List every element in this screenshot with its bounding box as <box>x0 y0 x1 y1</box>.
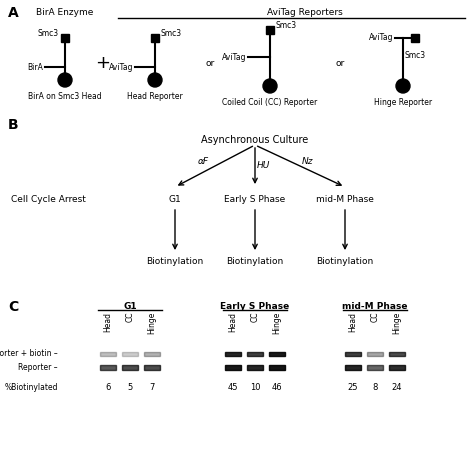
Text: BirA: BirA <box>27 63 43 72</box>
Text: Smc3: Smc3 <box>38 30 59 39</box>
Text: Head: Head <box>103 312 112 332</box>
Text: Early S Phase: Early S Phase <box>220 302 290 311</box>
Text: Reporter –: Reporter – <box>18 363 58 372</box>
Circle shape <box>263 79 277 93</box>
Text: G1: G1 <box>169 195 182 204</box>
Text: 25: 25 <box>348 383 358 392</box>
Text: C: C <box>8 300 18 314</box>
Text: mid-M Phase: mid-M Phase <box>342 302 408 311</box>
Text: Hinge Reporter: Hinge Reporter <box>374 98 432 107</box>
Bar <box>144 365 160 370</box>
Bar <box>122 352 138 356</box>
Text: CC: CC <box>250 312 259 323</box>
Circle shape <box>58 73 72 87</box>
Bar <box>367 365 383 370</box>
Text: Head: Head <box>348 312 357 332</box>
Text: Nz: Nz <box>302 157 314 166</box>
Text: Biotinylation: Biotinylation <box>316 257 374 266</box>
Text: Head: Head <box>228 312 237 332</box>
Text: Biotinylation: Biotinylation <box>146 257 204 266</box>
Text: HU: HU <box>256 162 270 171</box>
Text: %Biotinylated: %Biotinylated <box>4 383 58 392</box>
Text: Early S Phase: Early S Phase <box>224 195 286 204</box>
Text: or: or <box>336 58 345 68</box>
Bar <box>151 34 159 42</box>
Circle shape <box>396 79 410 93</box>
Text: αF: αF <box>198 157 209 166</box>
Text: 10: 10 <box>250 383 260 392</box>
Bar <box>389 365 405 370</box>
Bar <box>225 352 241 356</box>
Text: AviTag Reporters: AviTag Reporters <box>267 8 343 17</box>
Text: CC: CC <box>371 312 380 323</box>
Bar <box>367 352 383 356</box>
Text: Hinge: Hinge <box>273 312 282 334</box>
Text: BirA on Smc3 Head: BirA on Smc3 Head <box>28 92 102 101</box>
Text: +: + <box>95 54 110 72</box>
Bar <box>100 365 116 370</box>
Bar <box>345 365 361 370</box>
Text: BirA Enzyme: BirA Enzyme <box>36 8 94 17</box>
Text: 6: 6 <box>105 383 111 392</box>
Text: Cell Cycle Arrest: Cell Cycle Arrest <box>10 195 85 204</box>
Text: Asynchronous Culture: Asynchronous Culture <box>201 135 309 145</box>
Bar <box>411 34 419 42</box>
Text: 45: 45 <box>228 383 238 392</box>
Bar <box>269 365 285 370</box>
Bar <box>122 365 138 370</box>
Text: Smc3: Smc3 <box>161 30 182 39</box>
Bar <box>100 352 116 356</box>
Bar <box>345 352 361 356</box>
Text: 24: 24 <box>392 383 402 392</box>
Text: G1: G1 <box>123 302 137 311</box>
Bar <box>225 365 241 370</box>
Text: AviTag: AviTag <box>221 53 246 62</box>
Bar <box>144 352 160 356</box>
Text: 46: 46 <box>272 383 283 392</box>
Bar <box>247 352 263 356</box>
Text: Biotinylation: Biotinylation <box>227 257 283 266</box>
Text: Coiled Coil (CC) Reporter: Coiled Coil (CC) Reporter <box>222 98 318 107</box>
Text: Head Reporter: Head Reporter <box>127 92 183 101</box>
Text: Smc3: Smc3 <box>276 22 297 31</box>
Text: or: or <box>205 58 215 68</box>
Text: Reporter + biotin –: Reporter + biotin – <box>0 350 58 359</box>
Bar <box>247 365 263 370</box>
Bar <box>269 352 285 356</box>
Text: CC: CC <box>126 312 135 323</box>
Text: Hinge: Hinge <box>392 312 401 334</box>
Text: 8: 8 <box>372 383 378 392</box>
Text: A: A <box>8 6 19 20</box>
Bar <box>389 352 405 356</box>
Text: AviTag: AviTag <box>368 33 393 42</box>
Text: Smc3: Smc3 <box>405 50 426 59</box>
Circle shape <box>148 73 162 87</box>
Text: B: B <box>8 118 18 132</box>
Bar <box>61 34 69 42</box>
Text: AviTag: AviTag <box>109 63 133 72</box>
Text: mid-M Phase: mid-M Phase <box>316 195 374 204</box>
Text: Hinge: Hinge <box>147 312 156 334</box>
Bar <box>266 26 274 34</box>
Text: 5: 5 <box>128 383 133 392</box>
Text: 7: 7 <box>149 383 155 392</box>
